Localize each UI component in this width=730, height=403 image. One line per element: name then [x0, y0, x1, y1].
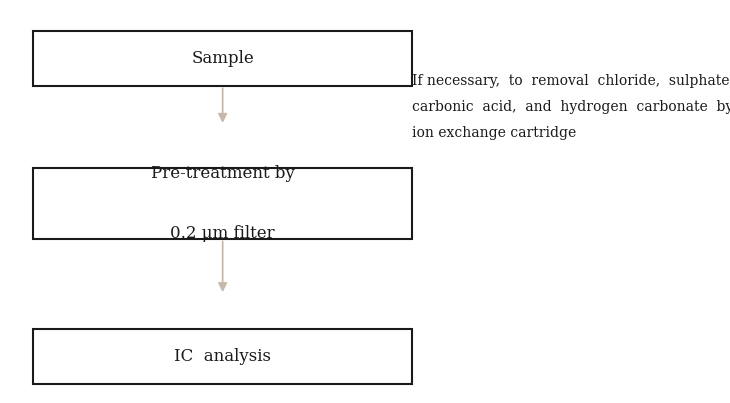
Bar — [33, 31, 412, 86]
Text: carbonic  acid,  and  hydrogen  carbonate  by: carbonic acid, and hydrogen carbonate by — [412, 100, 730, 114]
Text: Sample: Sample — [191, 50, 254, 67]
Text: IC  analysis: IC analysis — [174, 348, 271, 365]
Bar — [33, 330, 412, 384]
Text: Pre-treatment by

0.2 μm filter: Pre-treatment by 0.2 μm filter — [150, 165, 295, 242]
Text: ion exchange cartridge: ion exchange cartridge — [412, 126, 577, 140]
Bar — [33, 168, 412, 239]
Text: If necessary,  to  removal  chloride,  sulphate,: If necessary, to removal chloride, sulph… — [412, 74, 730, 87]
